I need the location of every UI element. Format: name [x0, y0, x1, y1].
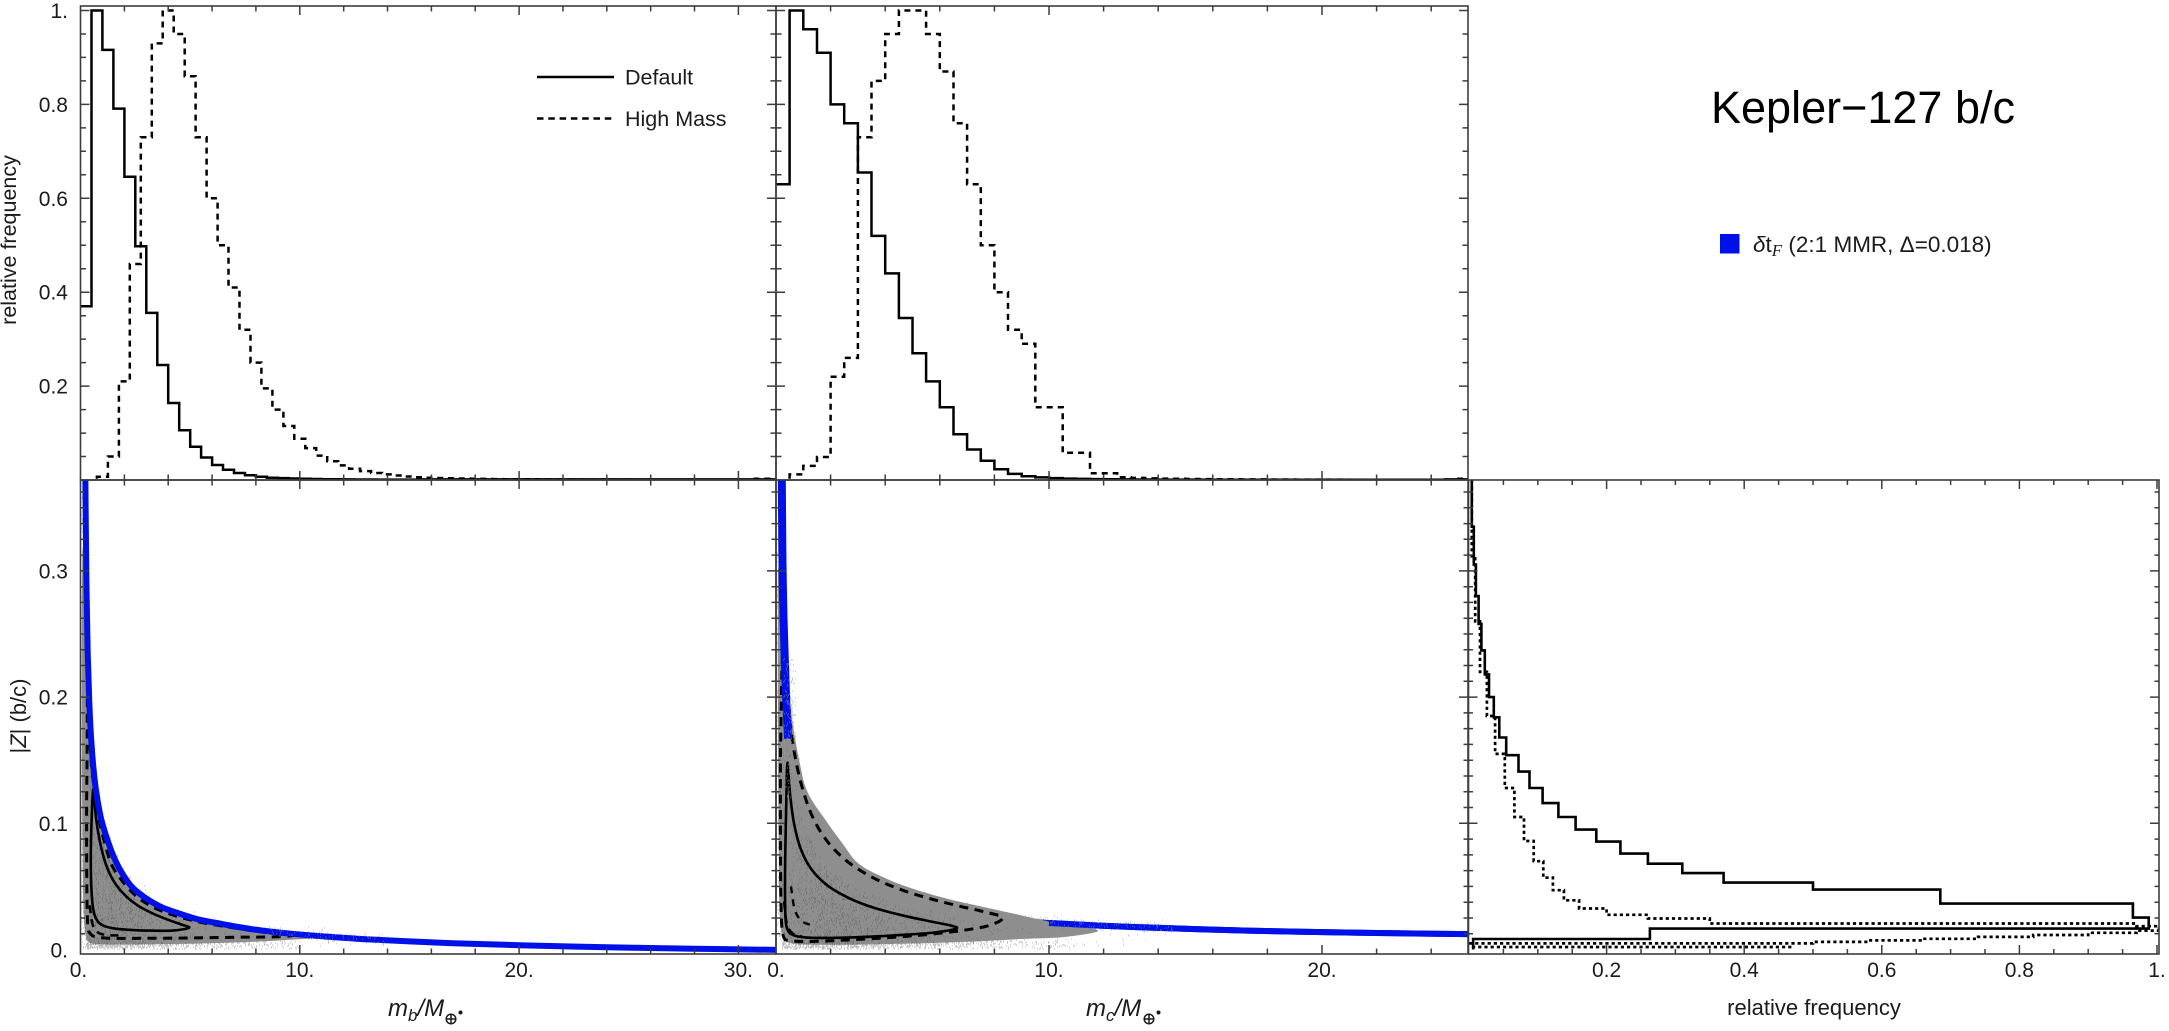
svg-text:mc/M: mc/M [1086, 995, 1141, 1025]
svg-text:1.: 1. [2148, 959, 2166, 982]
svg-text:1.: 1. [50, 0, 68, 23]
svg-text:20.: 20. [1307, 959, 1336, 982]
svg-text:Kepler−127 b/c: Kepler−127 b/c [1711, 82, 2015, 133]
svg-text:relative frequency: relative frequency [0, 155, 21, 325]
svg-text:10.: 10. [285, 959, 314, 982]
svg-text:|Z| (b/c): |Z| (b/c) [6, 679, 31, 754]
svg-text:0.8: 0.8 [2005, 959, 2034, 982]
svg-text:0.2: 0.2 [39, 376, 68, 399]
svg-text:High Mass: High Mass [625, 107, 727, 131]
svg-text:20.: 20. [504, 959, 533, 982]
svg-text:0.2: 0.2 [39, 687, 68, 710]
svg-text:30.: 30. [724, 959, 753, 982]
svg-text:0.2: 0.2 [1592, 959, 1621, 982]
svg-text:Default: Default [625, 66, 693, 90]
svg-text:0.4: 0.4 [1730, 959, 1760, 982]
svg-text:0.8: 0.8 [39, 94, 68, 117]
svg-text:0.: 0. [70, 959, 88, 982]
svg-text:relative frequency: relative frequency [1727, 995, 1901, 1020]
svg-text:0.6: 0.6 [39, 188, 68, 211]
svg-text:0.4: 0.4 [39, 282, 69, 305]
svg-text:0.6: 0.6 [1867, 959, 1896, 982]
svg-text:0.: 0. [50, 940, 68, 963]
svg-text:0.3: 0.3 [39, 560, 68, 583]
svg-text:0.: 0. [767, 959, 785, 982]
svg-text:0.1: 0.1 [39, 813, 68, 836]
svg-text:10.: 10. [1034, 959, 1063, 982]
svg-text:δtF (2:1 MMR, Δ=0.018): δtF (2:1 MMR, Δ=0.018) [1753, 232, 1992, 260]
